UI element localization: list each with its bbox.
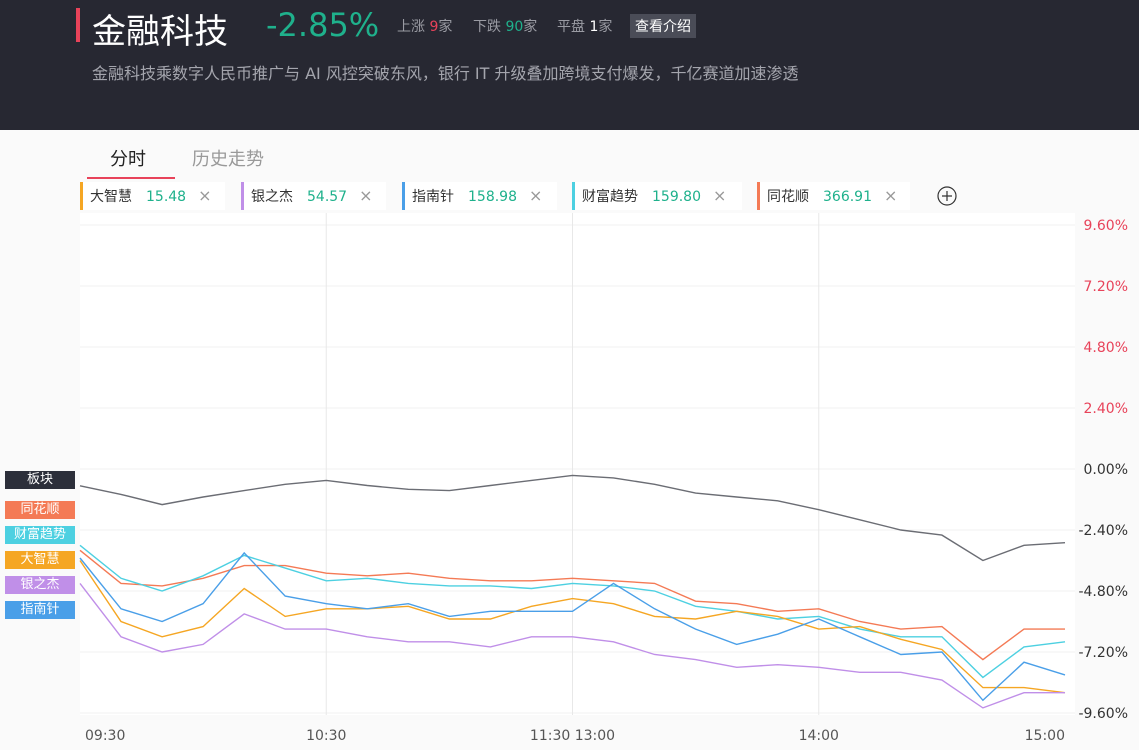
intro-button[interactable]: 查看介绍: [630, 14, 696, 38]
y-tick-label: 9.60%: [1084, 218, 1128, 234]
close[interactable]: ×: [359, 186, 373, 205]
stock-tab[interactable]: 指南针 158.98 ×: [402, 182, 557, 210]
y-tick-label: 4.80%: [1084, 340, 1128, 356]
x-tick-label: 15:00: [1025, 728, 1065, 744]
count: 1: [589, 19, 599, 35]
series-line: [79, 582, 1065, 709]
title: 金融科技: [92, 12, 228, 52]
series-line: [79, 549, 1065, 661]
y-tick-label: -9.60%: [1078, 706, 1128, 722]
close[interactable]: ×: [884, 186, 898, 205]
unit: 家: [438, 19, 453, 35]
count: 9: [429, 19, 439, 35]
series-label: 同花顺: [5, 501, 75, 519]
x-tick-label: 10:30: [306, 728, 346, 744]
tab-underline: [87, 177, 175, 179]
y-tick-label: -7.20%: [1078, 645, 1128, 661]
x-tick-label: 11:30 13:00: [530, 728, 615, 744]
stock-price: 15.48: [146, 189, 187, 205]
label: 上涨: [397, 19, 425, 35]
y-tick-label: -4.80%: [1078, 584, 1128, 600]
close[interactable]: ×: [529, 186, 543, 205]
stock-tab[interactable]: 银之杰 54.57 ×: [241, 182, 386, 210]
series-label: 财富趋势: [5, 526, 75, 544]
stock-tab[interactable]: 财富趋势 159.80 ×: [572, 182, 742, 210]
series-label: 银之杰: [5, 576, 75, 594]
stock-tab[interactable]: 同花顺 366.91 ×: [757, 182, 910, 210]
label: 平盘: [557, 19, 585, 35]
unit: 家: [523, 19, 538, 35]
up-stat: 上涨 9家: [397, 16, 452, 36]
y-tick-label: -2.40%: [1078, 523, 1128, 539]
stock-name: 大智慧: [90, 189, 132, 205]
stock-price: 158.98: [468, 189, 517, 205]
stock-price: 366.91: [823, 189, 872, 205]
stock-tab[interactable]: 大智慧 15.48 ×: [80, 182, 225, 210]
header: [0, 0, 1139, 130]
series-label: 板块: [5, 471, 75, 489]
tab[interactable]: 历史走势: [192, 149, 264, 170]
add-button[interactable]: [937, 186, 957, 206]
close[interactable]: ×: [713, 186, 727, 205]
x-tick-label: 14:00: [799, 728, 839, 744]
down-stat: 下跌 90家: [473, 16, 537, 36]
stock-name: 银之杰: [251, 189, 293, 205]
label: 下跌: [473, 19, 501, 35]
y-tick-label: 7.20%: [1084, 279, 1128, 295]
unit: 家: [598, 19, 613, 35]
accent-bar: [76, 8, 80, 42]
subtitle: 金融科技乘数字人民币推广与 AI 风控突破东风，银行 IT 升级叠加跨境支付爆发…: [92, 64, 799, 83]
stock-price: 159.80: [652, 189, 701, 205]
change: -2.85%: [266, 6, 380, 44]
y-tick-label: 0.00%: [1084, 462, 1128, 478]
stock-name: 同花顺: [767, 189, 809, 205]
series-label: 指南针: [5, 601, 75, 619]
stock-price: 54.57: [307, 189, 348, 205]
series-line: [79, 551, 1066, 702]
count: 90: [505, 19, 524, 35]
series-line: [79, 544, 1066, 679]
add-icon: [942, 191, 952, 201]
flat-stat: 平盘 1家: [557, 16, 612, 36]
series-line: [79, 560, 1066, 694]
series-label: 大智慧: [5, 551, 75, 569]
y-tick-label: 2.40%: [1084, 401, 1128, 417]
close[interactable]: ×: [198, 186, 212, 205]
stock-name: 指南针: [412, 189, 454, 205]
stock-name: 财富趋势: [582, 189, 638, 205]
x-tick-label: 09:30: [85, 728, 125, 744]
series-line: [79, 474, 1066, 562]
plot-area: [80, 213, 1075, 715]
tab[interactable]: 分时: [110, 149, 146, 170]
